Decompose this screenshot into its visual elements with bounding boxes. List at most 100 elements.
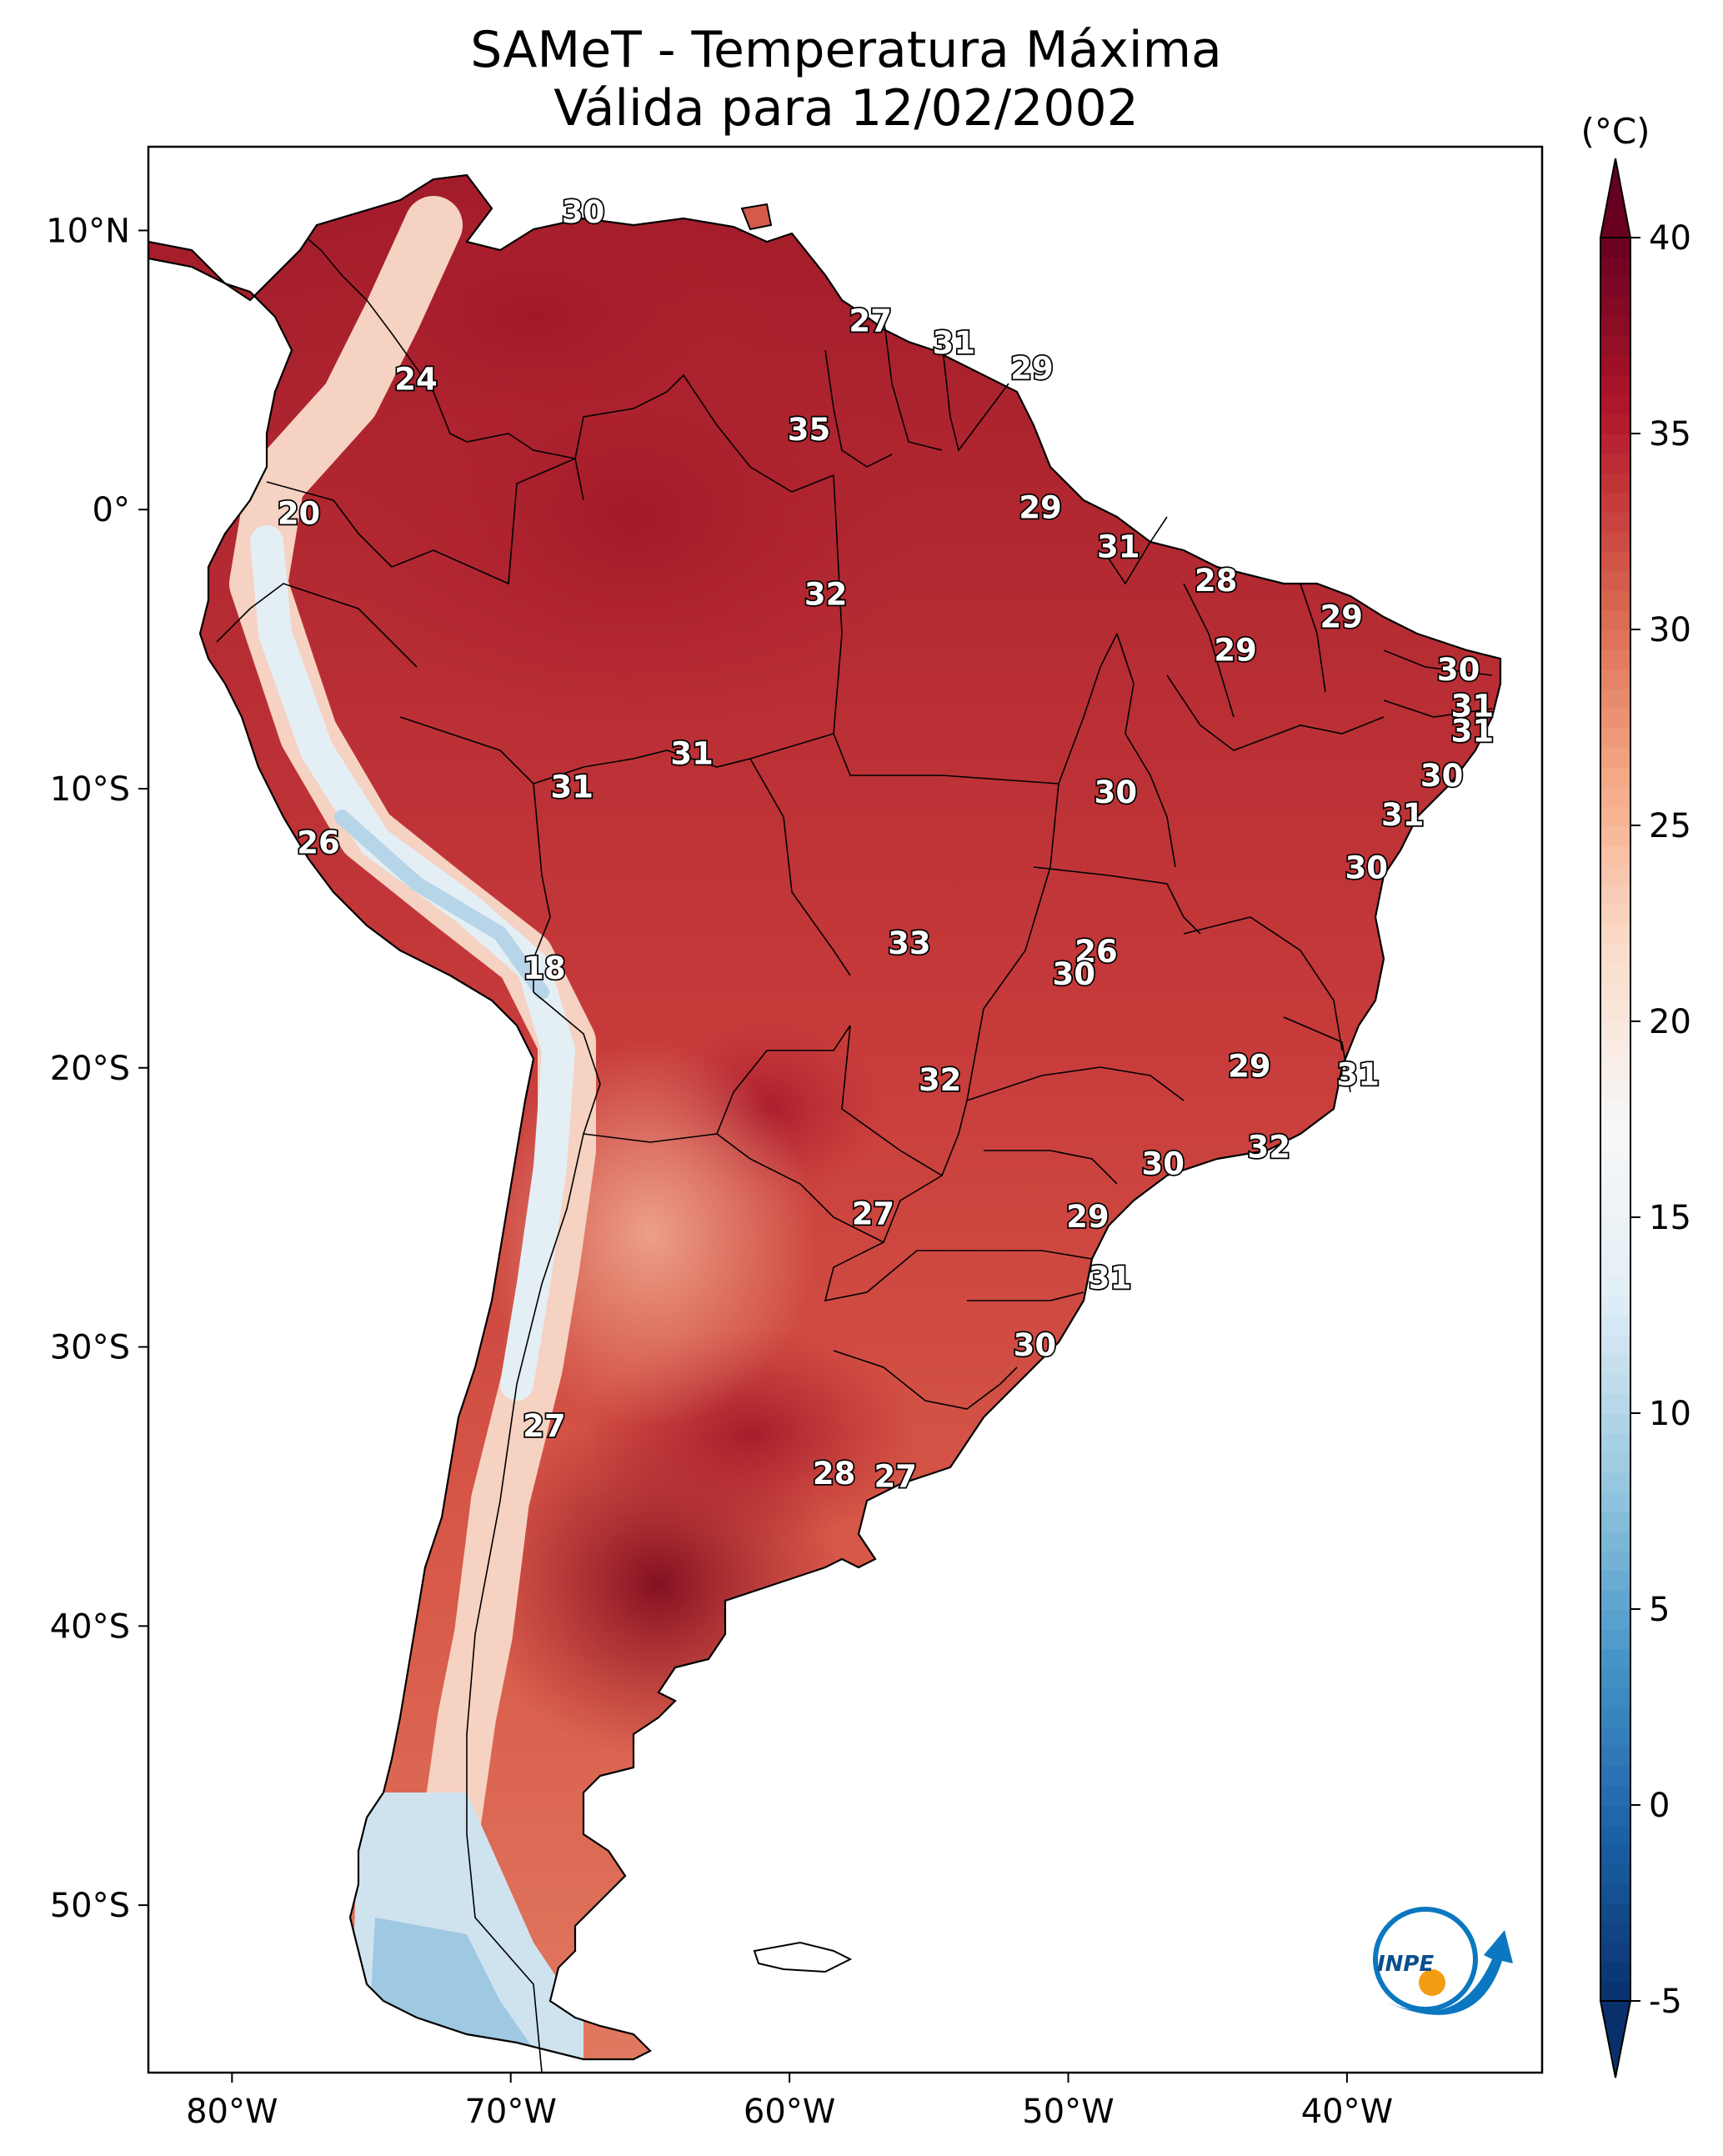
colorbar-segment bbox=[1600, 1785, 1630, 1806]
station-label: 30 bbox=[1345, 850, 1389, 886]
border-venezuela-brazil bbox=[574, 374, 834, 493]
colorbar-tick-label: 15 bbox=[1649, 1199, 1691, 1237]
colorbar-segment bbox=[1600, 1824, 1630, 1845]
station-label: 27 bbox=[849, 303, 892, 338]
latitude-tick-label: 10°N bbox=[46, 212, 130, 250]
colorbar-segment bbox=[1600, 1236, 1630, 1257]
colorbar-frame bbox=[1600, 237, 1631, 2002]
latitude-tick-label: 10°S bbox=[50, 770, 130, 809]
colorbar-segment bbox=[1600, 414, 1630, 434]
map-title-line2: Válida para 12/02/2002 bbox=[553, 79, 1139, 138]
station-label: 30 bbox=[1141, 1146, 1185, 1181]
station-label: 31 bbox=[1337, 1056, 1380, 1092]
border-ceara bbox=[1300, 583, 1326, 693]
station-label: 26 bbox=[1074, 934, 1118, 970]
colorbar-segment bbox=[1600, 1393, 1630, 1414]
colorbar-segment bbox=[1600, 512, 1630, 533]
border-guyana bbox=[824, 349, 893, 468]
country-borders bbox=[216, 238, 1493, 2073]
colorbar-segment bbox=[1600, 453, 1630, 474]
colorbar-segment bbox=[1600, 1256, 1630, 1277]
latitude-tick-label: 0° bbox=[93, 491, 130, 529]
latitude-tick-label: 50°S bbox=[50, 1887, 130, 1925]
colorbar-segment bbox=[1600, 1942, 1630, 1963]
border-goias-mato-grosso bbox=[966, 783, 1059, 1101]
colorbar-segment bbox=[1600, 1609, 1630, 1630]
colorbar-segment bbox=[1600, 296, 1630, 317]
colorbar-tick-label: 20 bbox=[1649, 1003, 1691, 1041]
colorbar-segment bbox=[1600, 1570, 1630, 1591]
station-label: 33 bbox=[888, 925, 931, 961]
station-label: 26 bbox=[297, 825, 340, 860]
inpe-logo-text: INPE bbox=[1377, 1952, 1434, 1977]
border-bolivia-chile-argentina bbox=[533, 991, 651, 1143]
colorbar-tick-label: 5 bbox=[1649, 1591, 1670, 1629]
colorbar-segment bbox=[1600, 434, 1630, 454]
station-label: 27 bbox=[874, 1458, 917, 1494]
station-label: 31 bbox=[1097, 529, 1140, 565]
border-chile-argentina bbox=[466, 1133, 584, 2073]
colorbar-tick-label: 0 bbox=[1649, 1787, 1670, 1825]
colorbar-segment bbox=[1600, 708, 1630, 729]
longitude-tick-label: 40°W bbox=[1301, 2093, 1393, 2131]
colorbar-segment bbox=[1600, 1001, 1630, 1022]
colorbar-segment bbox=[1600, 884, 1630, 905]
colorbar-ticks: 40 35 30 25 20 15 10 5 0 -5 bbox=[1630, 219, 1691, 2021]
colorbar-unit: (°C) bbox=[1580, 111, 1650, 152]
station-label: 29 bbox=[1228, 1048, 1271, 1084]
colorbar-segment bbox=[1600, 551, 1630, 572]
colorbar-segment bbox=[1600, 688, 1630, 709]
colorbar-segment bbox=[1600, 747, 1630, 768]
colorbar-segment bbox=[1600, 609, 1630, 630]
colorbar-segment bbox=[1600, 1923, 1630, 1943]
colorbar-segment bbox=[1600, 257, 1630, 278]
colorbar-segment bbox=[1600, 1119, 1630, 1140]
station-label: 30 bbox=[1014, 1327, 1057, 1363]
colorbar-segment bbox=[1600, 943, 1630, 964]
border-sao-paulo-parana bbox=[984, 1150, 1118, 1185]
station-label: 31 bbox=[1381, 797, 1425, 833]
falkland-islands bbox=[753, 1941, 853, 1973]
station-label: 30 bbox=[1094, 775, 1138, 810]
colorbar-segment bbox=[1600, 394, 1630, 415]
colorbar-segment bbox=[1600, 1667, 1630, 1688]
colorbar-segment bbox=[1600, 1021, 1630, 1042]
colorbar-segment bbox=[1600, 1511, 1630, 1532]
station-label: 30 bbox=[1420, 758, 1464, 794]
station-label: 28 bbox=[1195, 563, 1238, 599]
longitude-tick-label: 50°W bbox=[1022, 2093, 1114, 2131]
colorbar-segment bbox=[1600, 1452, 1630, 1473]
border-para-maranhao bbox=[1108, 516, 1168, 585]
station-label: 30 bbox=[1437, 652, 1480, 688]
colorbar-segment bbox=[1600, 1276, 1630, 1296]
colorbar-segment bbox=[1600, 1100, 1630, 1121]
station-label: 31 bbox=[1451, 714, 1495, 750]
station-label: 35 bbox=[788, 412, 831, 448]
colorbar-segment bbox=[1600, 1413, 1630, 1434]
station-label: 30 bbox=[562, 194, 605, 230]
longitude-tick-label: 80°W bbox=[186, 2093, 278, 2131]
station-label: 20 bbox=[278, 495, 321, 531]
colorbar-segment bbox=[1600, 845, 1630, 865]
station-label: 29 bbox=[1019, 490, 1062, 526]
colorbar-max-arrow bbox=[1599, 158, 1632, 238]
colorbar: (°C) 40 35 30 25 20 15 10 5 0 -5 bbox=[1580, 111, 1691, 2078]
colorbar-segment bbox=[1600, 1550, 1630, 1571]
station-label: 28 bbox=[813, 1456, 856, 1492]
colorbar-segment bbox=[1600, 1648, 1630, 1669]
colorbar-segment bbox=[1600, 1863, 1630, 1884]
map-frame bbox=[147, 145, 1544, 2074]
border-espirito-santo bbox=[1283, 1016, 1351, 1093]
border-colombia-ecuador bbox=[266, 481, 393, 568]
colorbar-segment bbox=[1600, 238, 1630, 258]
colorbar-segment bbox=[1600, 805, 1630, 826]
border-parana-santa-catarina bbox=[967, 1250, 1093, 1260]
colorbar-segment bbox=[1600, 335, 1630, 356]
border-bolivia-paraguay bbox=[649, 1025, 851, 1143]
station-label: 29 bbox=[1010, 350, 1054, 386]
colorbar-segment bbox=[1600, 766, 1630, 787]
colorbar-segment bbox=[1600, 923, 1630, 944]
colorbar-segment bbox=[1600, 649, 1630, 669]
